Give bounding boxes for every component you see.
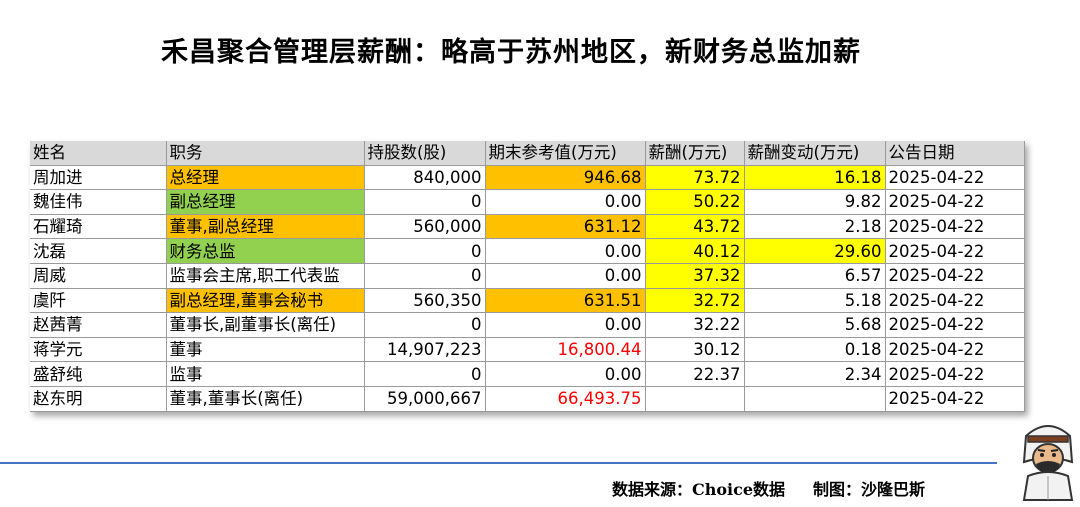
data-source: 数据来源：Choice数据 [612,480,786,499]
cell-shares: 0 [364,312,486,338]
table-header-row: 姓名 职务 持股数(股) 期末参考值(万元) 薪酬(万元) 薪酬变动(万元) 公… [30,141,1025,166]
cell-salary: 32.72 [645,288,745,314]
cell-date: 2025-04-22 [885,361,1025,387]
header-position: 职务 [166,141,365,166]
cell-shares: 840,000 [364,165,486,191]
cell-ref-value: 0.00 [485,263,646,289]
cell-position: 副总经理,董事会秘书 [166,288,365,314]
cell-position: 副总经理 [166,189,365,215]
table-row: 周威 监事会主席,职工代表监 0 0.00 37.32 6.57 2025-04… [30,263,1025,289]
cell-position: 总经理 [166,165,365,191]
cell-date: 2025-04-22 [885,238,1025,264]
cell-salary-change: 16.18 [744,165,886,191]
header-date: 公告日期 [885,141,1025,166]
cell-name: 虞阡 [30,288,167,314]
cell-name: 赵东明 [30,386,167,412]
cell-shares: 14,907,223 [364,337,486,363]
cell-salary-change: 0.18 [744,337,886,363]
header-shares: 持股数(股) [364,141,486,166]
chart-credit: 制图：沙隆巴斯 [813,480,926,499]
mascot-icon [1016,414,1080,502]
cell-position: 监事 [166,361,365,387]
cell-shares: 0 [364,189,486,215]
cell-name: 蒋学元 [30,337,167,363]
cell-salary: 43.72 [645,214,745,240]
cell-salary: 32.22 [645,312,745,338]
cell-salary-change [744,386,886,412]
footer-divider [0,462,997,464]
salary-table-container: 姓名 职务 持股数(股) 期末参考值(万元) 薪酬(万元) 薪酬变动(万元) 公… [30,141,1025,412]
cell-salary: 30.12 [645,337,745,363]
cell-date: 2025-04-22 [885,189,1025,215]
cell-date: 2025-04-22 [885,263,1025,289]
cell-position: 监事会主席,职工代表监 [166,263,365,289]
cell-ref-value: 631.12 [485,214,646,240]
cell-salary-change: 9.82 [744,189,886,215]
cell-salary: 40.12 [645,238,745,264]
header-ref-value: 期末参考值(万元) [485,141,646,166]
cell-ref-value: 16,800.44 [485,337,646,363]
table-row: 石耀琦 董事,副总经理 560,000 631.12 43.72 2.18 20… [30,214,1025,240]
cell-salary-change: 5.68 [744,312,886,338]
cell-name: 周加进 [30,165,167,191]
cell-shares: 0 [364,238,486,264]
page-title: 禾昌聚合管理层薪酬：略高于苏州地区，新财务总监加薪 [161,37,861,68]
cell-date: 2025-04-22 [885,337,1025,363]
cell-position: 财务总监 [166,238,365,264]
cell-salary-change: 29.60 [744,238,886,264]
cell-shares: 0 [364,361,486,387]
cell-ref-value: 946.68 [485,165,646,191]
header-salary: 薪酬(万元) [645,141,745,166]
table-row: 赵茜菁 董事长,副董事长(离任) 0 0.00 32.22 5.68 2025-… [30,312,1025,338]
cell-date: 2025-04-22 [885,165,1025,191]
cell-ref-value: 0.00 [485,189,646,215]
cell-date: 2025-04-22 [885,288,1025,314]
cell-name: 魏佳伟 [30,189,167,215]
cell-position: 董事长,副董事长(离任) [166,312,365,338]
cell-position: 董事,副总经理 [166,214,365,240]
cell-name: 周威 [30,263,167,289]
cell-salary: 73.72 [645,165,745,191]
table-row: 赵东明 董事,董事长(离任) 59,000,667 66,493.75 2025… [30,386,1025,412]
header-salary-change: 薪酬变动(万元) [744,141,886,166]
cell-position: 董事 [166,337,365,363]
cell-salary-change: 5.18 [744,288,886,314]
table-row: 沈磊 财务总监 0 0.00 40.12 29.60 2025-04-22 [30,238,1025,264]
cell-ref-value: 66,493.75 [485,386,646,412]
cell-shares: 560,350 [364,288,486,314]
cell-salary-change: 2.34 [744,361,886,387]
salary-table: 姓名 职务 持股数(股) 期末参考值(万元) 薪酬(万元) 薪酬变动(万元) 公… [30,141,1025,412]
cell-shares: 0 [364,263,486,289]
cell-salary: 22.37 [645,361,745,387]
cell-ref-value: 631.51 [485,288,646,314]
footer: 数据来源：Choice数据 制图：沙隆巴斯 [612,476,953,500]
cell-salary: 50.22 [645,189,745,215]
cell-name: 赵茜菁 [30,312,167,338]
cell-date: 2025-04-22 [885,386,1025,412]
cell-ref-value: 0.00 [485,361,646,387]
header-name: 姓名 [30,141,167,166]
table-row: 魏佳伟 副总经理 0 0.00 50.22 9.82 2025-04-22 [30,189,1025,215]
cell-shares: 59,000,667 [364,386,486,412]
cell-ref-value: 0.00 [485,238,646,264]
cell-salary-change: 6.57 [744,263,886,289]
table-row: 盛舒纯 监事 0 0.00 22.37 2.34 2025-04-22 [30,361,1025,387]
cell-name: 石耀琦 [30,214,167,240]
cell-shares: 560,000 [364,214,486,240]
cell-salary [645,386,745,412]
cell-salary-change: 2.18 [744,214,886,240]
cell-date: 2025-04-22 [885,312,1025,338]
cell-name: 盛舒纯 [30,361,167,387]
table-row: 蒋学元 董事 14,907,223 16,800.44 30.12 0.18 2… [30,337,1025,363]
table-row: 周加进 总经理 840,000 946.68 73.72 16.18 2025-… [30,165,1025,191]
cell-name: 沈磊 [30,238,167,264]
table-row: 虞阡 副总经理,董事会秘书 560,350 631.51 32.72 5.18 … [30,288,1025,314]
cell-date: 2025-04-22 [885,214,1025,240]
cell-ref-value: 0.00 [485,312,646,338]
cell-salary: 37.32 [645,263,745,289]
cell-position: 董事,董事长(离任) [166,386,365,412]
